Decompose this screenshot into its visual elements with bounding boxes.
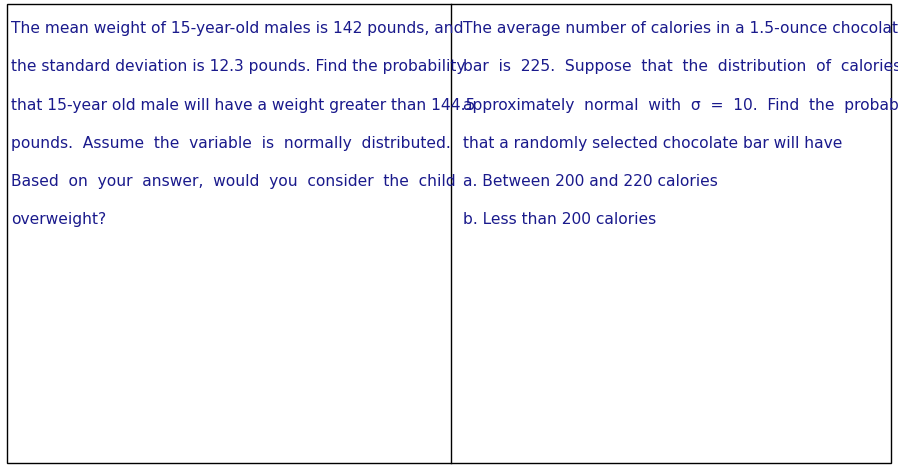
Text: The average number of calories in a 1.5-ounce chocolate: The average number of calories in a 1.5-… — [463, 21, 898, 36]
Text: overweight?: overweight? — [11, 212, 106, 227]
Text: that 15-year old male will have a weight greater than 144.5: that 15-year old male will have a weight… — [11, 98, 475, 113]
Text: the standard deviation is 12.3 pounds. Find the probability: the standard deviation is 12.3 pounds. F… — [11, 59, 465, 74]
Text: pounds.  Assume  the  variable  is  normally  distributed.: pounds. Assume the variable is normally … — [11, 136, 451, 151]
Text: a. Between 200 and 220 calories: a. Between 200 and 220 calories — [463, 174, 718, 189]
Text: b. Less than 200 calories: b. Less than 200 calories — [463, 212, 656, 227]
Text: The mean weight of 15-year-old males is 142 pounds, and: The mean weight of 15-year-old males is … — [11, 21, 463, 36]
Text: that a randomly selected chocolate bar will have: that a randomly selected chocolate bar w… — [463, 136, 842, 151]
Text: approximately  normal  with  σ  =  10.  Find  the  probability: approximately normal with σ = 10. Find t… — [463, 98, 898, 113]
Text: Based  on  your  answer,  would  you  consider  the  child: Based on your answer, would you consider… — [11, 174, 455, 189]
Text: bar  is  225.  Suppose  that  the  distribution  of  calories  is: bar is 225. Suppose that the distributio… — [463, 59, 898, 74]
